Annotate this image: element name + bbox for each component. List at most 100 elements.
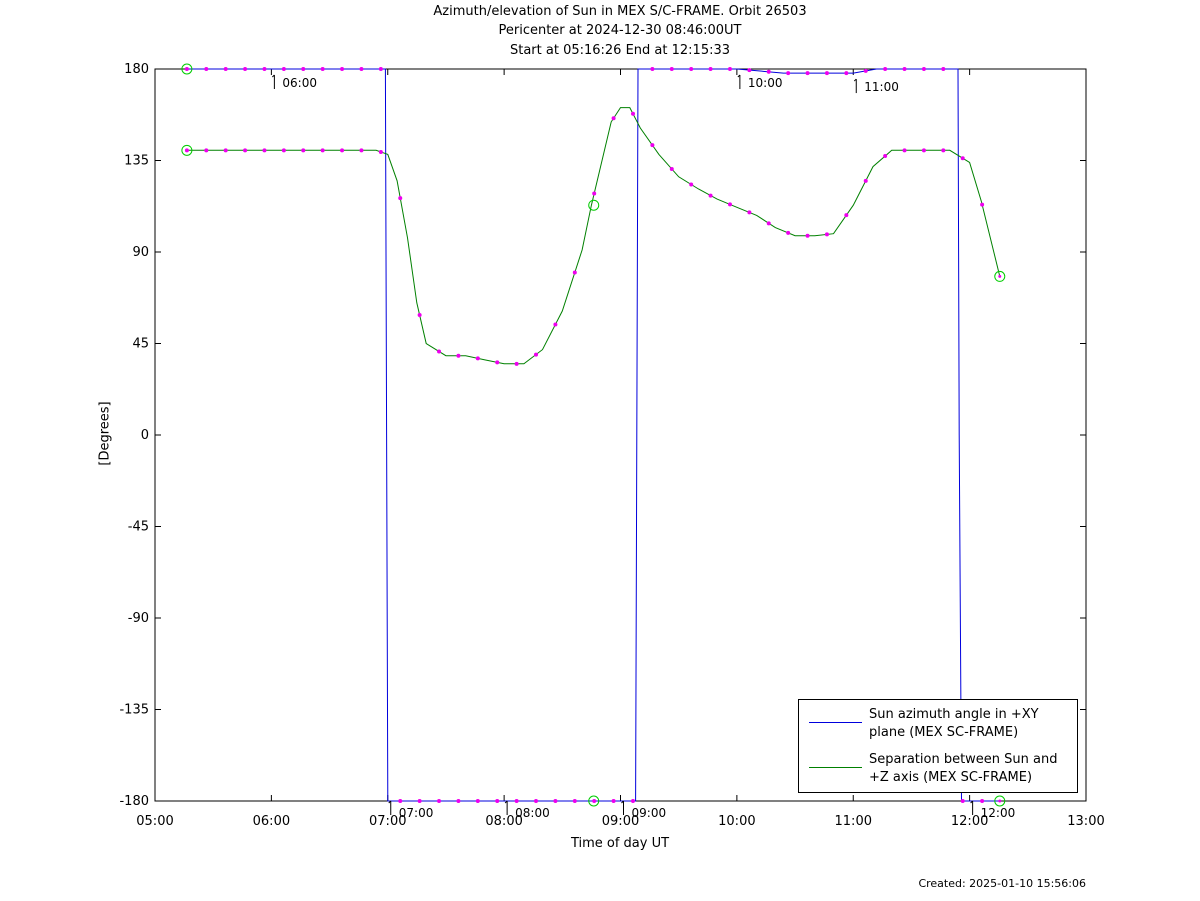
series-point-marker [534,799,539,803]
x-tick-label: 05:00 [136,814,173,829]
legend: Sun azimuth angle in +XY plane (MEX SC-F… [798,699,1078,793]
series-point-marker [708,193,713,198]
legend-entry-azimuth: Sun azimuth angle in +XY plane (MEX SC-F… [799,700,1077,744]
x-tick-label: 11:00 [835,814,872,829]
series-point-marker [611,799,616,803]
series-point-marker [340,148,345,153]
legend-label-separation-line-2: +Z axis (MEX SC-FRAME) [869,770,1033,785]
x-tick-label: 09:00 [602,814,639,829]
endpoint-center-dot [998,274,1002,278]
y-tick-label: 45 [132,337,149,352]
legend-swatch-azimuth [809,722,862,723]
time-annotation-label: 11:00 [864,80,899,94]
chart-title-line-1: Azimuth/elevation of Sun in MEX S/C-FRAM… [433,4,807,19]
series-point-marker [553,799,558,803]
pericenter-circle-marker [588,199,600,211]
series-point-marker [592,799,597,803]
time-annotation-arrow [504,800,508,804]
series-point-marker [689,182,694,187]
series-point-marker [611,116,616,121]
series-point-marker [863,178,868,183]
series-point-marker [243,67,248,71]
series-point-marker [844,213,849,218]
x-tick-label: 12:00 [951,814,988,829]
series-point-marker [572,270,577,275]
x-tick-label: 08:00 [485,814,522,829]
legend-swatch-separation [809,767,862,768]
chart-title-line-3: Start at 05:16:26 End at 12:15:33 [509,43,731,58]
legend-label-azimuth: Sun azimuth angle in +XY plane (MEX SC-F… [869,706,1069,742]
y-tick-label: -135 [119,703,149,718]
time-annotation-arrow [621,800,624,804]
series-point-marker [650,143,655,148]
series-point-marker [902,148,907,153]
series-point-marker [669,166,674,171]
series-point-marker [359,148,364,153]
endpoint-circle-marker [181,144,193,156]
y-tick-label: 135 [124,154,149,169]
series-point-marker [553,322,558,327]
plot-frame [154,68,1087,802]
series-point-marker [592,191,597,196]
series-point-marker [980,202,985,207]
y-tick-label: -180 [119,794,149,809]
endpoint-center-dot [185,67,189,71]
separation-series-line [186,107,1001,365]
time-annotation-arrow [853,78,857,82]
endpoint-center-dot [998,799,1002,803]
series-point-marker [262,148,267,153]
series-point-marker [630,799,635,803]
y-tick-label: -45 [128,520,149,535]
series-point-marker [630,111,635,116]
series-point-marker [301,67,306,71]
series-point-marker [398,196,403,201]
series-point-marker [204,67,209,71]
series-point-marker [669,67,674,71]
series-point-marker [437,799,442,803]
series-point-marker [766,69,771,74]
time-annotations: 06:00 07:00 08:00 09:00 10:00 11:00 12:00 [272,74,1015,820]
series-point-marker [805,71,810,76]
series-point-marker [747,210,752,215]
time-annotation-label: 10:00 [748,76,783,90]
x-tick-label: 06:00 [253,814,290,829]
axis-ticks: 05:00 06:00 07:00 08:00 09:00 10:00 11:00 12:00… [119,62,1104,829]
series-point-marker [572,799,577,803]
time-annotation-arrow [388,800,392,804]
series-point-marker [223,148,228,153]
series-point-marker [514,799,519,803]
series-point-marker [495,799,500,803]
time-annotation-arrow [272,74,275,78]
x-tick-label: 13:00 [1067,814,1104,829]
y-tick-label: 90 [132,245,149,260]
series-point-marker [320,148,325,153]
created-timestamp: Created: 2025-01-10 15:56:06 [918,877,1086,890]
series-point-marker [883,67,888,71]
time-annotation-label: 07:00 [399,806,434,820]
series-point-marker [262,67,267,71]
series-point-marker [650,67,655,71]
series-point-marker [727,202,732,207]
series-point-marker [708,67,713,71]
time-annotation-label: 06:00 [282,76,317,90]
legend-entry-separation: Separation between Sun and +Z axis (MEX … [799,745,1077,789]
chart-title-line-2: Pericenter at 2024-12-30 08:46:00UT [498,23,742,38]
series-point-marker [960,799,965,803]
y-axis-label: [Degrees] [97,401,113,466]
y-tick-label: 180 [124,62,149,77]
series-point-marker [786,71,791,76]
time-annotation-arrow [737,74,741,78]
series-point-marker [359,67,364,71]
x-axis-label: Time of day UT [570,836,670,851]
series-markers [181,63,1006,807]
series-point-marker [417,799,422,803]
series-lines [186,68,1001,802]
series-point-marker [941,67,946,71]
series-point-marker [786,230,791,235]
series-point-marker [301,148,306,153]
series-point-marker [921,67,926,71]
series-point-marker [243,148,248,153]
series-point-marker [417,313,422,318]
endpoint-circle-marker [994,270,1006,282]
series-point-marker [204,148,209,153]
